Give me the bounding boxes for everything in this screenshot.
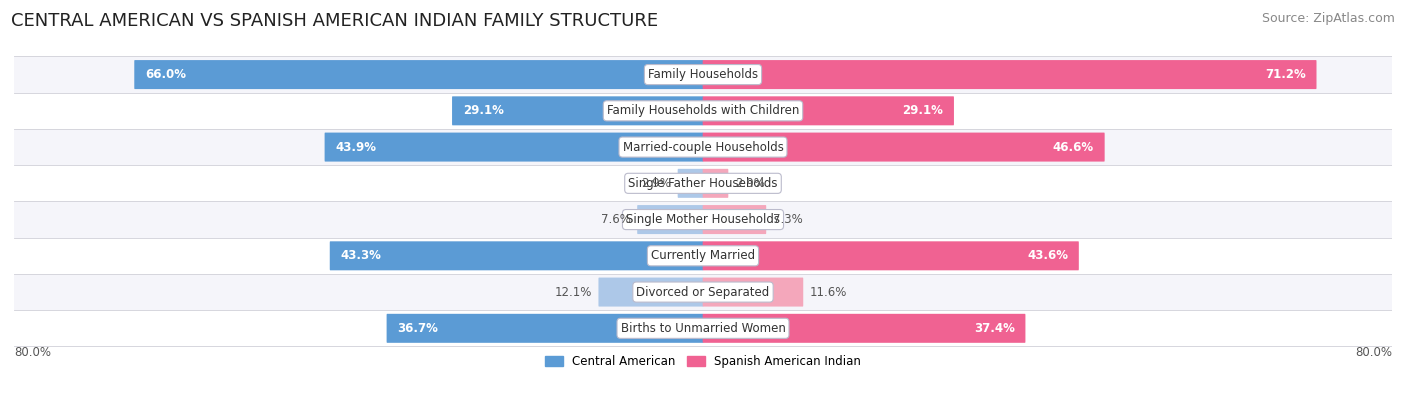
Text: Family Households with Children: Family Households with Children [607,104,799,117]
Text: 37.4%: 37.4% [974,322,1015,335]
Text: 12.1%: 12.1% [554,286,592,299]
Text: 29.1%: 29.1% [903,104,943,117]
FancyBboxPatch shape [599,278,703,307]
FancyBboxPatch shape [135,60,703,89]
Text: 7.6%: 7.6% [600,213,631,226]
FancyBboxPatch shape [387,314,703,343]
FancyBboxPatch shape [330,241,703,270]
Text: 80.0%: 80.0% [1355,346,1392,359]
Bar [14,56,1392,93]
Text: 66.0%: 66.0% [145,68,186,81]
Text: Single Mother Households: Single Mother Households [626,213,780,226]
Text: 2.9%: 2.9% [641,177,671,190]
Text: Currently Married: Currently Married [651,249,755,262]
Text: 43.6%: 43.6% [1028,249,1069,262]
Text: 11.6%: 11.6% [810,286,848,299]
Text: 36.7%: 36.7% [398,322,439,335]
Bar [14,238,1392,274]
Legend: Central American, Spanish American Indian: Central American, Spanish American India… [544,355,862,368]
Text: Single Father Households: Single Father Households [628,177,778,190]
Text: 7.3%: 7.3% [773,213,803,226]
Text: 80.0%: 80.0% [14,346,51,359]
FancyBboxPatch shape [703,205,766,234]
Text: Family Households: Family Households [648,68,758,81]
Bar [14,165,1392,201]
Text: CENTRAL AMERICAN VS SPANISH AMERICAN INDIAN FAMILY STRUCTURE: CENTRAL AMERICAN VS SPANISH AMERICAN IND… [11,12,658,30]
FancyBboxPatch shape [453,96,703,125]
Text: Births to Unmarried Women: Births to Unmarried Women [620,322,786,335]
Text: 43.9%: 43.9% [335,141,377,154]
FancyBboxPatch shape [325,133,703,162]
Text: Source: ZipAtlas.com: Source: ZipAtlas.com [1261,12,1395,25]
Text: 29.1%: 29.1% [463,104,503,117]
Text: 2.9%: 2.9% [735,177,765,190]
FancyBboxPatch shape [637,205,703,234]
Bar [14,129,1392,165]
Text: Divorced or Separated: Divorced or Separated [637,286,769,299]
FancyBboxPatch shape [703,314,1025,343]
Text: 46.6%: 46.6% [1053,141,1094,154]
Text: 71.2%: 71.2% [1265,68,1306,81]
FancyBboxPatch shape [703,169,728,198]
Text: 43.3%: 43.3% [340,249,381,262]
Bar [14,201,1392,238]
Text: Married-couple Households: Married-couple Households [623,141,783,154]
FancyBboxPatch shape [678,169,703,198]
FancyBboxPatch shape [703,278,803,307]
FancyBboxPatch shape [703,241,1078,270]
FancyBboxPatch shape [703,60,1316,89]
FancyBboxPatch shape [703,133,1105,162]
Bar [14,274,1392,310]
FancyBboxPatch shape [703,96,953,125]
Bar [14,93,1392,129]
Bar [14,310,1392,346]
